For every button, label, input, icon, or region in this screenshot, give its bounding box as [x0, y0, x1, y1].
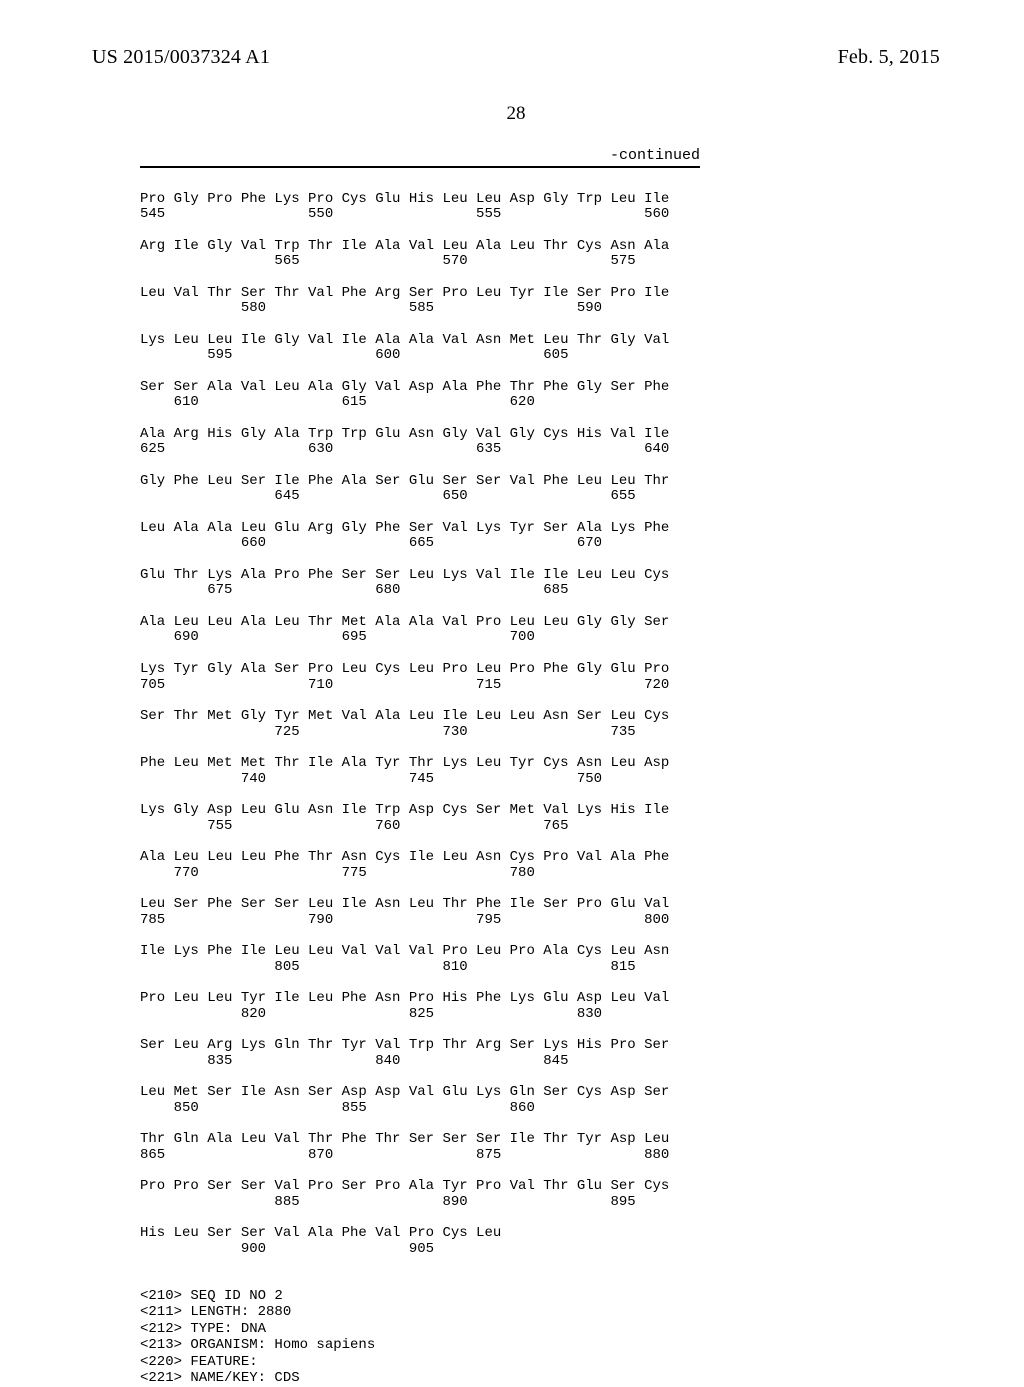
page-container: US 2015/0037324 A1 Feb. 5, 2015 28 -cont…: [0, 0, 1024, 1320]
page-header: US 2015/0037324 A1 Feb. 5, 2015: [92, 46, 940, 69]
publication-date: Feb. 5, 2015: [838, 46, 940, 69]
rule-top: [140, 166, 700, 168]
sequence-listing: Pro Gly Pro Phe Lys Pro Cys Glu His Leu …: [140, 176, 940, 1257]
page-number: 28: [92, 103, 940, 125]
publication-number: US 2015/0037324 A1: [92, 46, 270, 69]
sequence-annotations: <210> SEQ ID NO 2 <211> LENGTH: 2880 <21…: [140, 1271, 940, 1387]
continued-label: -continued: [140, 147, 700, 164]
